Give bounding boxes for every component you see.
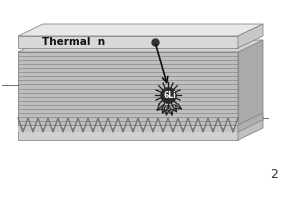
Text: 6Li: 6Li (163, 92, 176, 100)
Polygon shape (18, 116, 263, 128)
Polygon shape (18, 40, 263, 52)
Text: Thermal  n: Thermal n (42, 37, 105, 47)
Text: 2: 2 (270, 168, 278, 181)
Polygon shape (18, 24, 263, 36)
Polygon shape (18, 52, 238, 125)
Polygon shape (238, 24, 263, 48)
Polygon shape (18, 118, 238, 132)
Polygon shape (18, 36, 238, 48)
Polygon shape (238, 113, 263, 132)
Polygon shape (238, 40, 263, 125)
Polygon shape (18, 128, 238, 140)
Polygon shape (238, 116, 263, 140)
